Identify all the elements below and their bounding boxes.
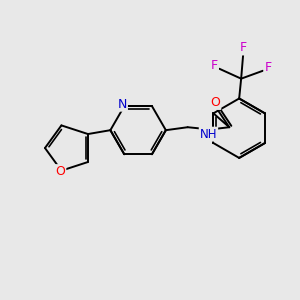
Text: O: O [56,165,65,178]
Text: NH: NH [200,128,217,141]
Text: F: F [240,41,247,55]
Text: O: O [211,96,220,109]
Text: F: F [211,59,218,72]
Text: F: F [264,61,272,74]
Text: N: N [118,98,127,111]
